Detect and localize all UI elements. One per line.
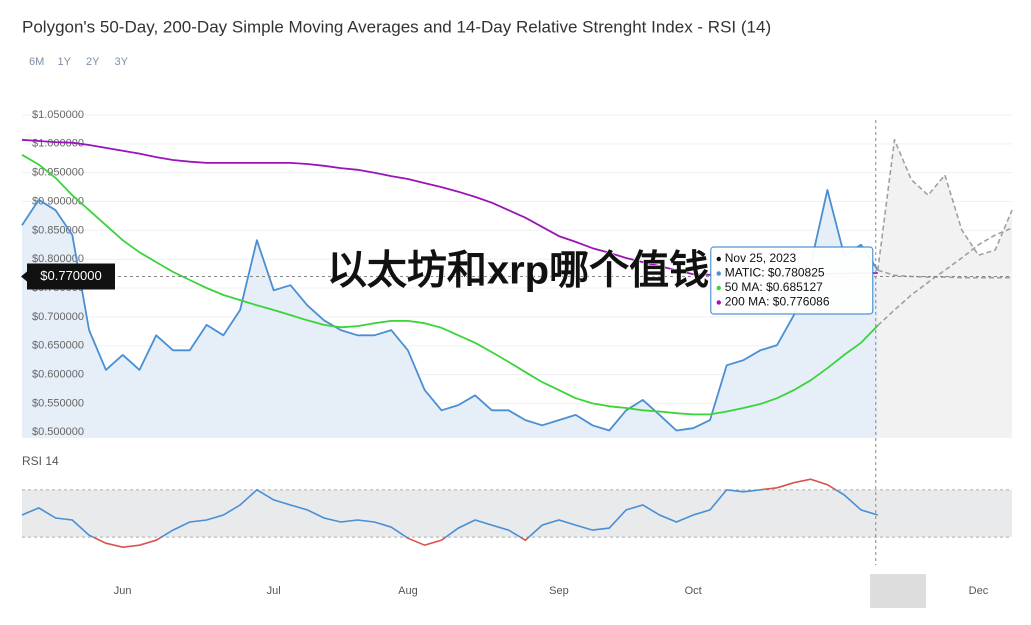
- rsi-title: RSI 14: [22, 454, 59, 468]
- forecast-line: [877, 139, 1013, 271]
- x-tick-label: Aug: [398, 585, 418, 597]
- crosshair-label: $0.770000: [40, 268, 101, 283]
- range-button[interactable]: 2Y: [86, 56, 100, 68]
- tooltip-bullet: [716, 285, 721, 291]
- tooltip-box: [710, 246, 874, 315]
- range-button[interactable]: 1Y: [58, 56, 72, 68]
- range-buttons: 6M 1Y 2Y 3Y: [29, 56, 129, 68]
- x-tick-label: Oct: [685, 585, 702, 597]
- tooltip-bullet: [716, 256, 721, 262]
- y-tick-label: $0.650000: [32, 340, 84, 352]
- tooltip-text: Nov 25, 2023: [725, 251, 797, 265]
- y-tick-label: $0.600000: [32, 368, 84, 380]
- y-tick-label: $1.050000: [32, 109, 84, 121]
- y-tick-label: $0.500000: [32, 426, 84, 438]
- tooltip-text: 200 MA: $0.776086: [725, 295, 830, 309]
- y-tick-label: $0.800000: [32, 253, 84, 265]
- area: [877, 139, 1012, 439]
- tooltip-text: MATIC: $0.780825: [725, 266, 825, 280]
- rsi-panel: Jun Jul Aug Sep Oct Dec: [21, 478, 1012, 597]
- rsi-band: [22, 489, 1012, 538]
- tooltip-text: 50 MA: $0.685127: [725, 280, 823, 294]
- tooltip-bullet: [716, 271, 721, 276]
- x-tick-label: Jul: [267, 585, 281, 597]
- blurred-image: [870, 574, 926, 608]
- range-button[interactable]: 6M: [29, 56, 44, 68]
- y-tick-label: $0.700000: [32, 311, 84, 323]
- forecast-line: [877, 269, 1012, 279]
- y-tick-label: $0.950000: [32, 167, 84, 179]
- x-tick-label: Jun: [114, 585, 132, 597]
- overlay-text: 以太坊和xrp哪个值钱: [327, 249, 709, 293]
- y-tick-label: $0.550000: [32, 397, 84, 409]
- series-line: [21, 189, 879, 432]
- y-tick-label: $0.850000: [32, 224, 84, 236]
- range-button[interactable]: 3Y: [115, 56, 129, 68]
- x-tick-label: Dec: [969, 585, 989, 597]
- x-tick-label: Sep: [549, 585, 569, 597]
- area: [22, 190, 878, 438]
- series-line: [21, 154, 879, 416]
- tooltip-bullet: [716, 300, 721, 305]
- chart-title: Polygon's 50-Day, 200-Day Simple Moving …: [22, 17, 771, 36]
- rsi-line: [21, 489, 879, 538]
- crosshair-label-box: [21, 263, 115, 290]
